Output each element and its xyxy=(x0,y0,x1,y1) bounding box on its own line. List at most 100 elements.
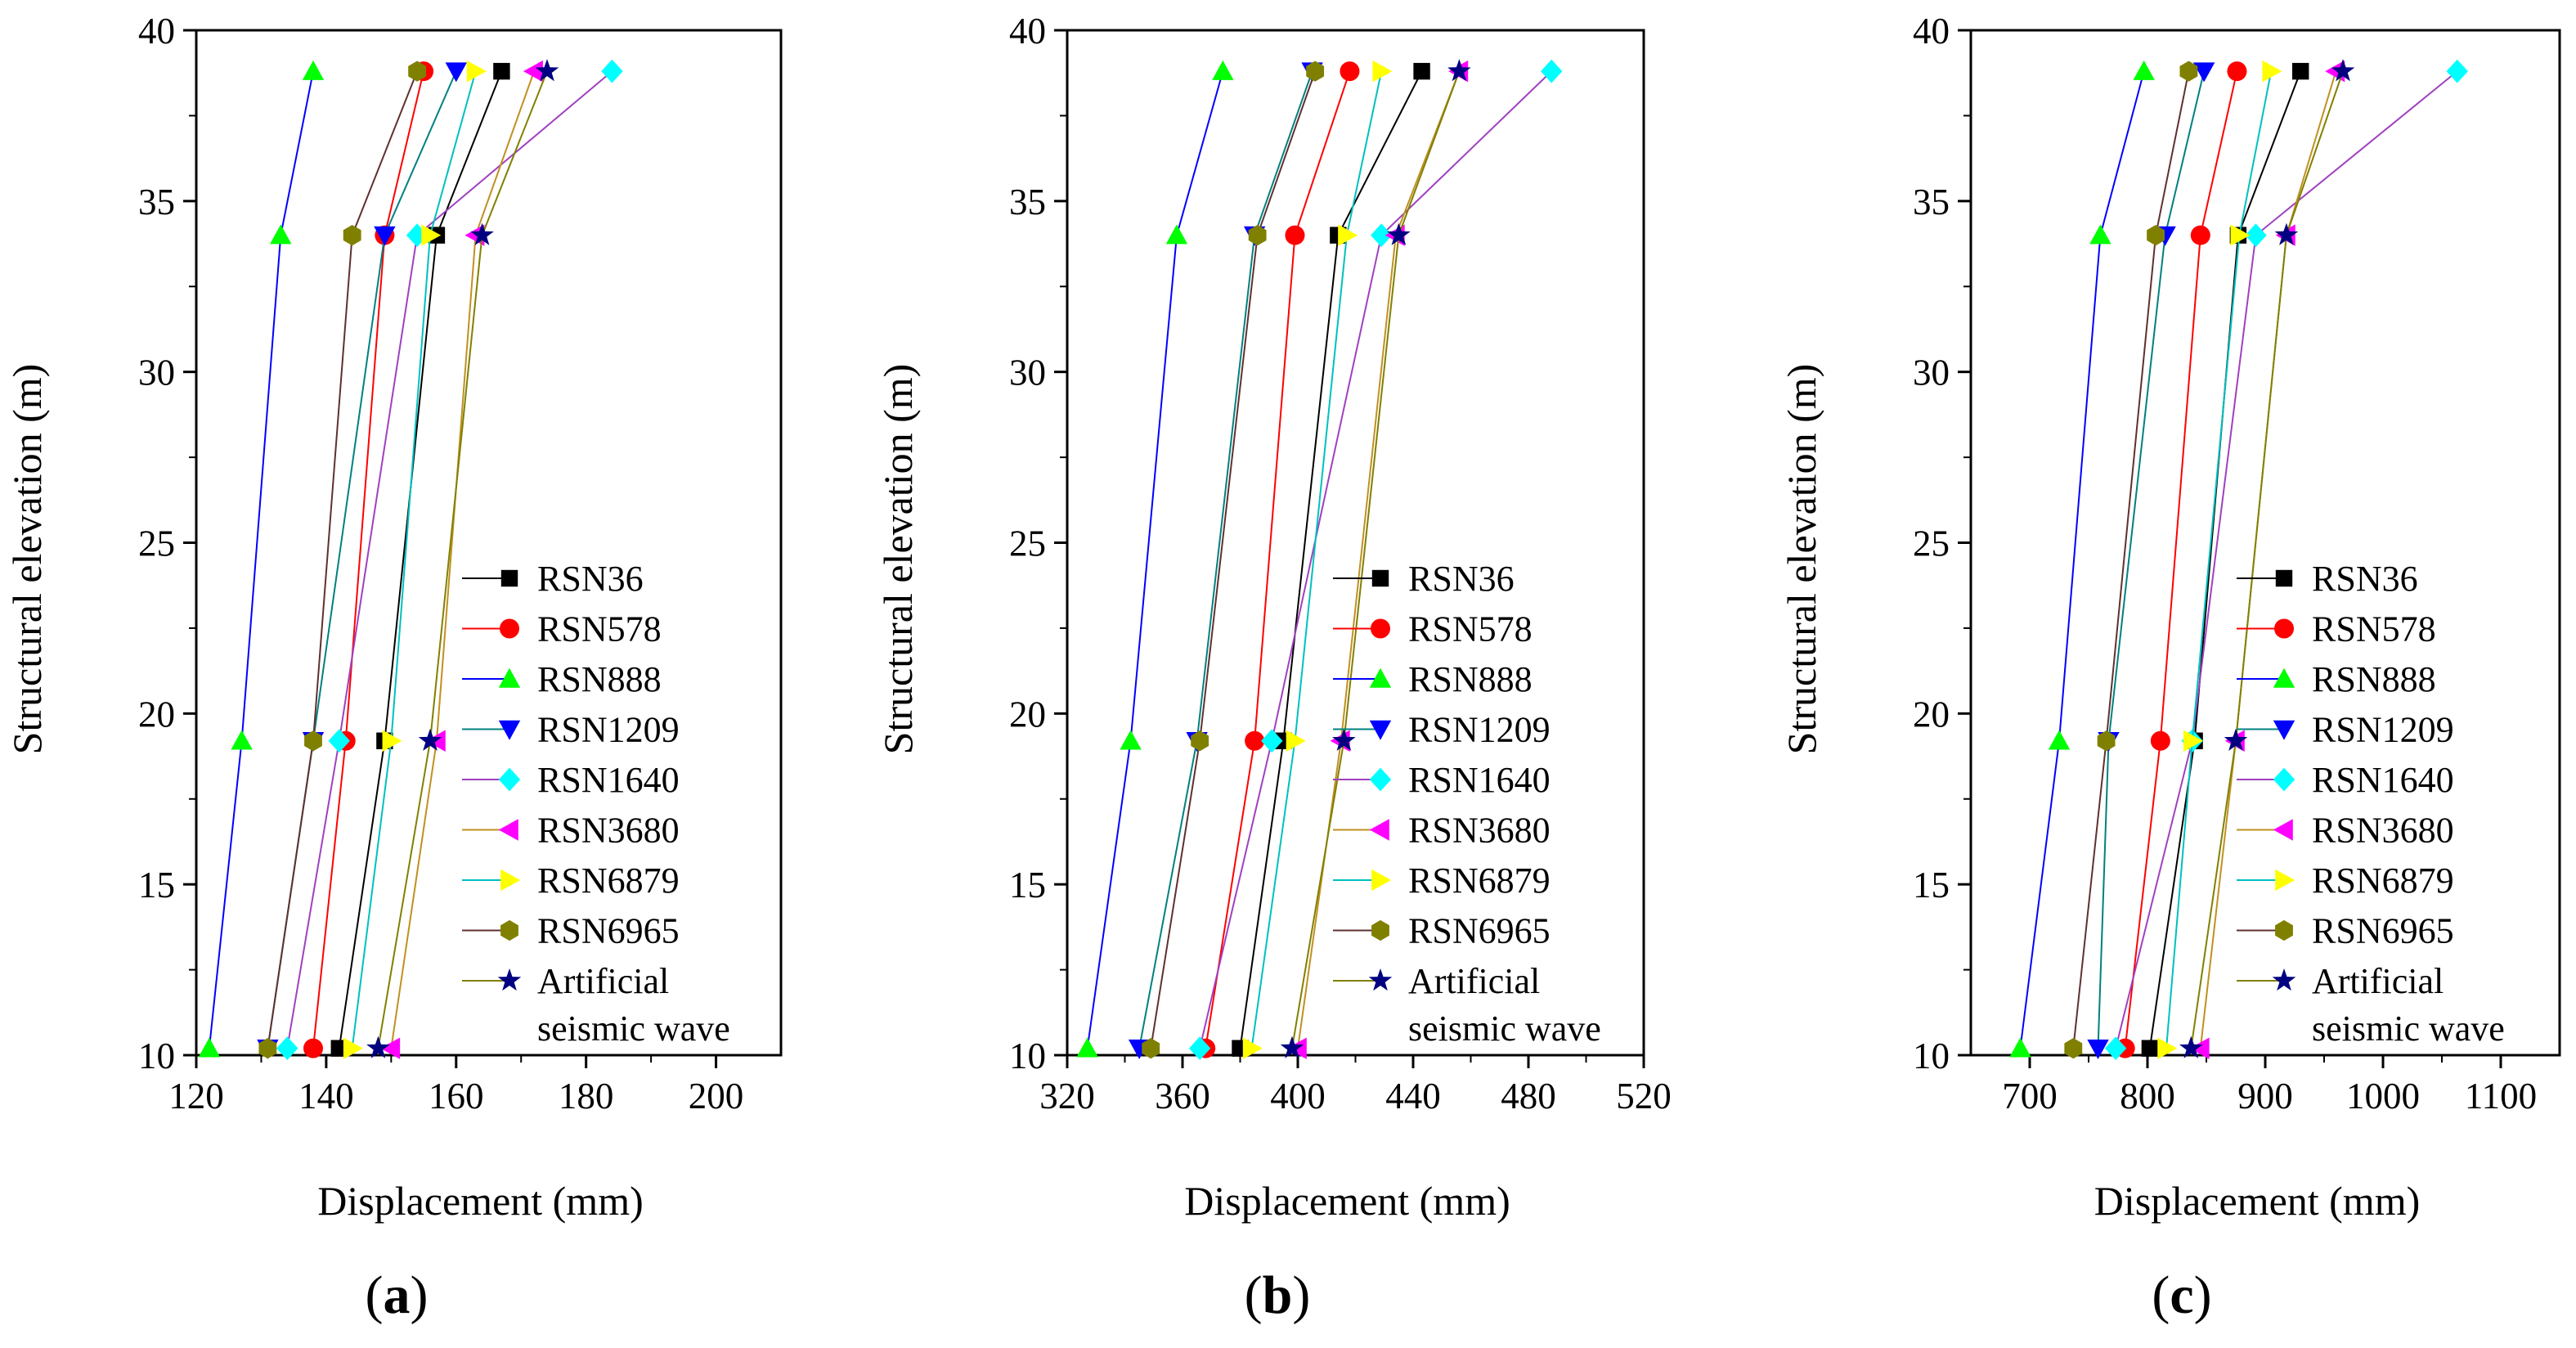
legend-label: RSN578 xyxy=(1408,609,1533,649)
panel-label: (b) xyxy=(1245,1265,1311,1325)
y-tick-label: 35 xyxy=(138,182,175,222)
x-tick-label: 700 xyxy=(2002,1076,2058,1117)
data-point-rsn578 xyxy=(2150,730,2170,751)
data-point-rsn1640 xyxy=(2104,1036,2127,1061)
x-axis-title: Displacement (mm) xyxy=(2094,1178,2421,1224)
legend-marker-rsn6965 xyxy=(2275,919,2293,941)
data-point-rsn578 xyxy=(1285,225,1305,245)
data-point-rsn888 xyxy=(1165,224,1188,245)
series-line-rsn6965 xyxy=(1150,70,1317,1049)
data-point-artificial xyxy=(2274,222,2299,245)
data-point-rsn888 xyxy=(2133,60,2155,80)
data-point-rsn1640 xyxy=(406,223,429,247)
legend-label-line2: seismic wave xyxy=(1408,1009,1601,1049)
y-tick-label: 10 xyxy=(1913,1036,1950,1076)
legend: RSN36 RSN578 RSN888 RSN1209 RSN1640 RSN3680 RS… xyxy=(1333,559,1601,1049)
data-point-rsn1640 xyxy=(1371,223,1393,247)
legend-label: RSN888 xyxy=(1408,659,1533,699)
legend-label: RSN1209 xyxy=(2312,710,2454,750)
data-point-rsn1209 xyxy=(445,62,467,83)
x-tick-label: 360 xyxy=(1155,1076,1210,1117)
data-point-rsn6879 xyxy=(421,224,442,246)
plot-frame xyxy=(195,29,783,1057)
data-point-rsn6879 xyxy=(2230,224,2251,246)
data-point-rsn1640 xyxy=(328,729,350,753)
legend-marker-rsn888 xyxy=(2273,667,2296,688)
chart-panel-b: 320 360 400 440 480 520 10 15 20 25 30 35 40 Displace… xyxy=(875,11,1672,1325)
x-tick-label: 900 xyxy=(2237,1076,2293,1117)
series-line-rsn6965 xyxy=(267,70,419,1049)
data-point-rsn6965 xyxy=(2064,1038,2083,1059)
data-point-artificial xyxy=(2331,59,2355,82)
legend-label: RSN36 xyxy=(537,559,644,599)
series-line-rsn1209 xyxy=(2097,70,2206,1049)
data-point-rsn1640 xyxy=(1188,1036,1211,1061)
legend-marker-artificial xyxy=(1368,968,1393,991)
legend-label: RSN6965 xyxy=(1408,911,1551,951)
data-point-artificial xyxy=(2179,1036,2203,1058)
series-line-rsn6965 xyxy=(2072,70,2190,1049)
legend-marker-artificial xyxy=(2272,968,2296,991)
data-point-rsn888 xyxy=(2089,224,2112,245)
legend-label: RSN6879 xyxy=(2312,860,2454,901)
legend-label: RSN888 xyxy=(537,659,662,699)
series-line-rsn1640 xyxy=(2115,70,2458,1049)
y-tick-label: 25 xyxy=(138,523,175,564)
y-tick-label: 10 xyxy=(138,1036,175,1076)
legend-marker-rsn578 xyxy=(2274,618,2294,639)
panel-label: (a) xyxy=(366,1265,429,1325)
data-point-rsn36 xyxy=(1413,62,1430,80)
data-point-rsn888 xyxy=(231,730,253,750)
legend-label: RSN888 xyxy=(2312,659,2436,699)
data-point-rsn578 xyxy=(2227,61,2247,82)
legend: RSN36 RSN578 RSN888 RSN1209 RSN1640 RSN3680 RS… xyxy=(2237,559,2505,1049)
data-point-rsn6965 xyxy=(258,1038,277,1059)
series-line-rsn6879 xyxy=(1250,70,1383,1049)
series-line-rsn3680 xyxy=(390,70,536,1049)
y-tick-label: 30 xyxy=(1009,353,1046,393)
data-point-artificial xyxy=(366,1036,390,1058)
y-tick-label: 40 xyxy=(1009,11,1046,52)
legend-marker-rsn888 xyxy=(1369,667,1392,688)
legend-marker-rsn6879 xyxy=(500,869,521,892)
x-tick-label: 1100 xyxy=(2465,1076,2537,1117)
legend-marker-artificial xyxy=(497,968,522,991)
series-line-rsn6879 xyxy=(351,70,477,1049)
data-point-rsn6965 xyxy=(304,730,322,752)
series-line-rsn578 xyxy=(2124,70,2238,1049)
legend-label: Artificial xyxy=(1408,961,1540,1001)
series-line-rsn888 xyxy=(208,70,314,1049)
data-point-rsn1209 xyxy=(2192,62,2215,83)
series-line-rsn888 xyxy=(2019,70,2145,1049)
data-point-rsn1640 xyxy=(2446,59,2468,83)
y-tick-label: 30 xyxy=(138,353,175,393)
legend-marker-rsn1640 xyxy=(2273,767,2296,792)
data-point-artificial xyxy=(2224,728,2248,751)
y-tick-label: 20 xyxy=(138,694,175,735)
data-point-rsn6879 xyxy=(382,730,402,752)
data-point-rsn1209 xyxy=(2087,1039,2109,1059)
data-point-rsn888 xyxy=(1120,730,1142,750)
data-point-rsn6965 xyxy=(2097,730,2116,752)
legend-marker-rsn36 xyxy=(500,569,518,587)
series-line-rsn578 xyxy=(1205,70,1351,1049)
legend-label: RSN1640 xyxy=(537,760,680,800)
y-tick-label: 25 xyxy=(1009,523,1046,564)
legend-label: RSN6879 xyxy=(537,860,680,901)
y-tick-label: 15 xyxy=(1913,865,1950,905)
legend-marker-rsn36 xyxy=(2275,569,2293,587)
series-line-rsn1209 xyxy=(267,70,457,1049)
data-point-rsn1640 xyxy=(2245,223,2267,247)
panel-label: (c) xyxy=(2152,1265,2211,1325)
data-point-rsn6879 xyxy=(1242,1037,1263,1059)
legend-label: RSN6965 xyxy=(537,911,680,951)
data-point-artificial xyxy=(1387,222,1411,245)
data-point-rsn578 xyxy=(1245,730,1265,751)
legend-marker-rsn1640 xyxy=(498,767,521,792)
y-axis-title: Structural elevation (m) xyxy=(1779,364,1824,755)
legend-marker-rsn3680 xyxy=(1369,819,1389,841)
chart-panel-a: 120 140 160 180 200 10 15 20 25 30 35 40 Displacemen… xyxy=(4,11,783,1325)
data-point-artificial xyxy=(1447,59,1471,82)
x-axis-title: Displacement (mm) xyxy=(317,1178,644,1224)
